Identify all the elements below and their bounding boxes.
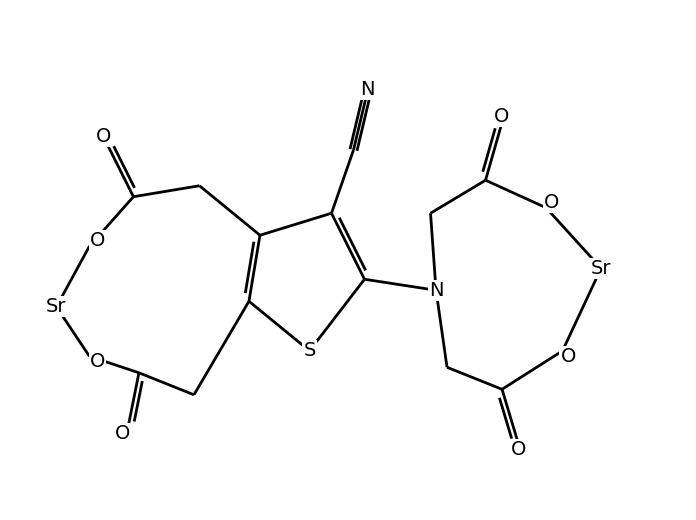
Text: Sr: Sr (591, 259, 611, 278)
Text: N: N (360, 80, 374, 99)
Text: O: O (544, 193, 560, 212)
Text: S: S (303, 341, 316, 360)
Text: N: N (429, 281, 443, 300)
Text: O: O (560, 347, 576, 366)
Text: Sr: Sr (46, 297, 67, 316)
Text: O: O (494, 108, 509, 126)
Text: O: O (90, 352, 105, 371)
Text: O: O (115, 424, 130, 443)
Text: O: O (511, 440, 526, 459)
Text: O: O (95, 127, 111, 146)
Text: O: O (90, 231, 105, 250)
